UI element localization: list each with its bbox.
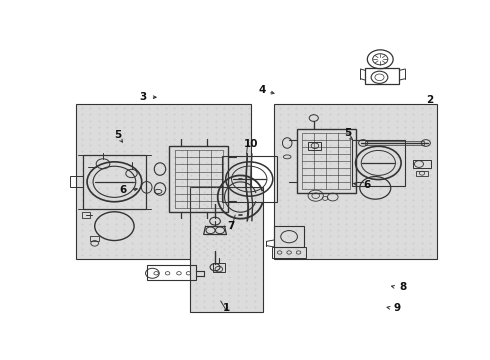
Text: 10: 10 [244, 139, 258, 149]
Bar [365, 141, 424, 145]
Bar [272, 247, 306, 258]
Text: 9: 9 [394, 303, 401, 313]
Bar [76, 104, 251, 260]
Text: 2: 2 [426, 95, 433, 105]
Bar [190, 187, 263, 312]
Bar [82, 155, 147, 209]
Text: 5: 5 [344, 128, 352, 138]
Bar [416, 171, 428, 176]
Bar [413, 159, 431, 168]
Bar [274, 226, 304, 247]
Bar [274, 104, 437, 260]
Bar [222, 156, 276, 202]
Bar [70, 176, 83, 187]
Bar [213, 263, 224, 273]
Text: 4: 4 [259, 85, 266, 95]
Bar [82, 212, 90, 218]
Bar [352, 140, 405, 186]
Bar [170, 146, 228, 212]
Text: 6: 6 [120, 185, 127, 195]
Bar [308, 141, 321, 150]
Text: 8: 8 [399, 282, 407, 292]
Text: 5: 5 [115, 130, 122, 140]
Bar [147, 265, 196, 280]
Text: 7: 7 [228, 221, 235, 231]
Bar [90, 236, 99, 241]
Bar [297, 129, 356, 193]
Text: 1: 1 [223, 303, 230, 313]
Bar [365, 68, 399, 84]
Text: 3: 3 [139, 92, 147, 102]
Text: 6: 6 [363, 180, 370, 190]
